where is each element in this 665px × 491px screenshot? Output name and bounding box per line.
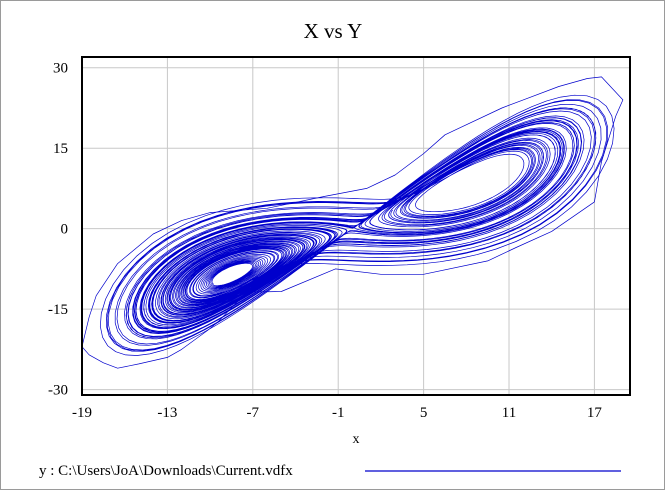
y-tick-label: -15 — [48, 302, 68, 318]
y-tick-labels: 30 15 0 -15 -30 — [48, 61, 68, 399]
y-tick-label: 30 — [53, 61, 68, 77]
y-tick-label: -30 — [48, 383, 68, 399]
y-tick-label: 15 — [53, 141, 68, 157]
legend-label: y : C:\Users\JoA\Downloads\Current.vdfx — [39, 463, 293, 479]
x-tick-label: -7 — [247, 405, 260, 421]
x-tick-label: -13 — [157, 405, 177, 421]
x-axis-label: x — [353, 432, 360, 447]
x-tick-label: -19 — [72, 405, 92, 421]
series-trace — [99, 94, 615, 356]
chart-title: X vs Y — [304, 19, 363, 43]
x-tick-label: 11 — [502, 405, 516, 421]
y-tick-label: 0 — [61, 222, 69, 238]
plot-area-border — [81, 56, 631, 396]
series-trace-outer-loop — [82, 76, 624, 369]
x-tick-label: 5 — [420, 405, 428, 421]
x-tick-labels: -19 -13 -7 -1 5 11 17 — [72, 405, 602, 421]
x-tick-label: 17 — [587, 405, 603, 421]
x-tick-label: -1 — [332, 405, 345, 421]
